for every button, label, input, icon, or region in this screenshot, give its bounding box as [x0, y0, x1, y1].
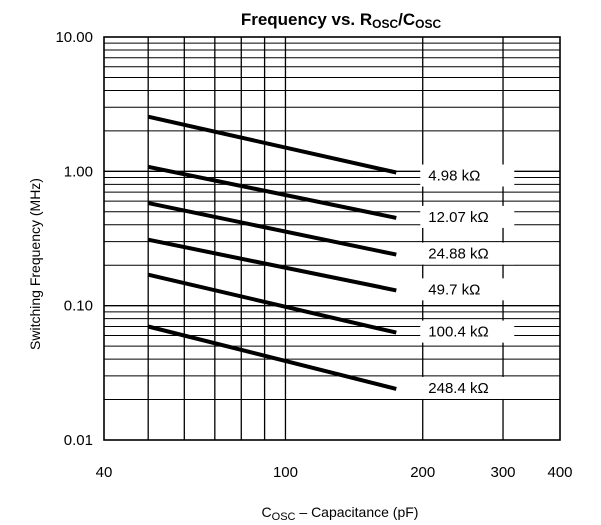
y-tick-label: 0.01 [64, 432, 93, 449]
x-axis-label: COSC – Capacitance (pF) [262, 504, 419, 523]
y-axis-label: Switching Frequency (MHz) [27, 178, 43, 350]
series-label: 24.88 kΩ [428, 246, 488, 263]
series-line [147, 201, 397, 257]
series-lines [147, 114, 397, 391]
x-tick-label: 300 [491, 464, 516, 481]
series-label: 49.7 kΩ [428, 281, 480, 298]
series-label: 248.4 kΩ [428, 380, 488, 397]
series-line [147, 164, 397, 220]
series-line [147, 114, 397, 175]
series-label: 12.07 kΩ [428, 209, 488, 226]
series-label-backing [420, 278, 515, 301]
series-label-backing [420, 320, 515, 343]
series-label: 100.4 kΩ [428, 324, 488, 341]
series-labels: 4.98 kΩ 12.07 kΩ 24.88 kΩ 49.7 kΩ 100.4 kΩ 24… [420, 164, 515, 399]
x-tick-label: 100 [273, 464, 298, 481]
series-line [147, 237, 397, 293]
chart-title: Frequency vs. ROSC/COSC [241, 10, 442, 31]
y-tick-label: 0.10 [64, 298, 93, 315]
series-label-backing [420, 242, 515, 265]
series-label-backing [420, 164, 515, 187]
plot-frame [103, 36, 561, 441]
series-line [147, 324, 397, 391]
series-line [147, 272, 397, 335]
series-label-backing [420, 376, 515, 399]
y-tick-label: 1.00 [64, 163, 93, 180]
tick-labels: 40 100 200 300 400 10.00 1.00 0.10 0.01 [55, 29, 572, 481]
x-tick-label: 200 [410, 464, 435, 481]
series-label-backing [420, 205, 515, 228]
x-tick-label: 40 [96, 464, 113, 481]
series-label: 4.98 kΩ [428, 168, 480, 185]
y-tick-label: 10.00 [55, 29, 93, 46]
x-tick-label: 400 [547, 464, 572, 481]
